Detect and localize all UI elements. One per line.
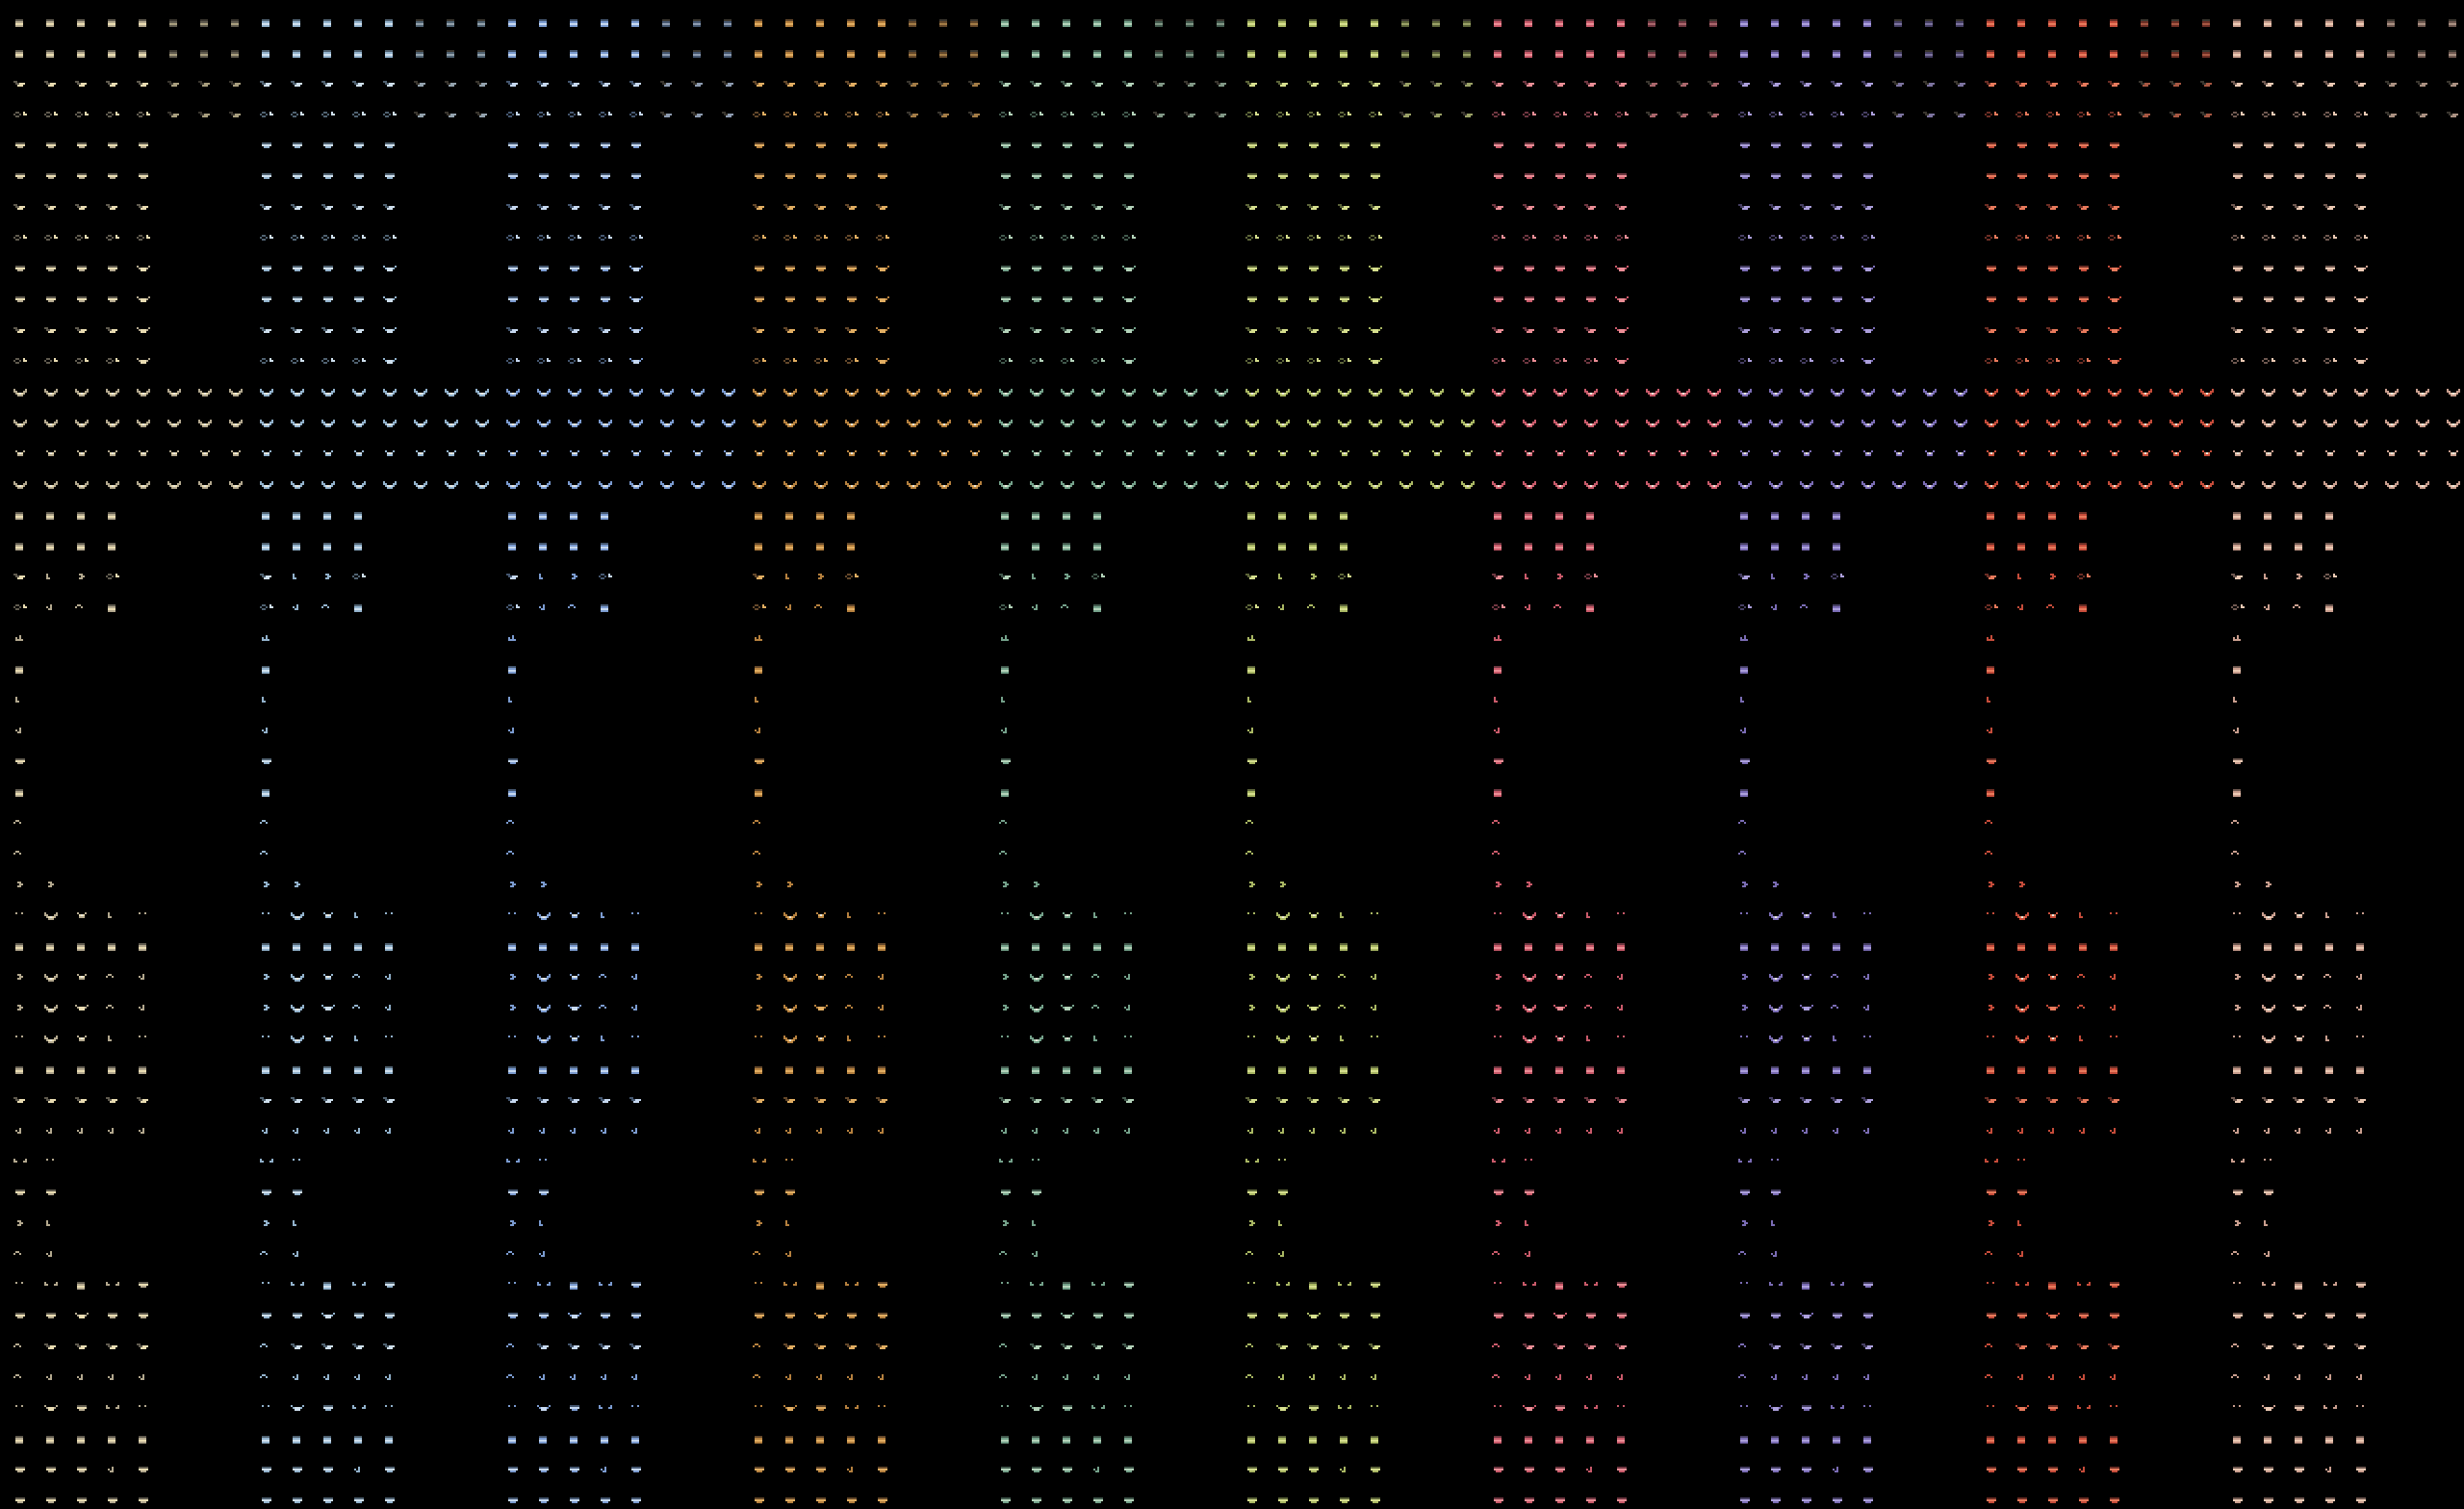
sprite-grid-canvas (0, 0, 2464, 1509)
sprite-atlas-screen (0, 0, 2464, 1509)
